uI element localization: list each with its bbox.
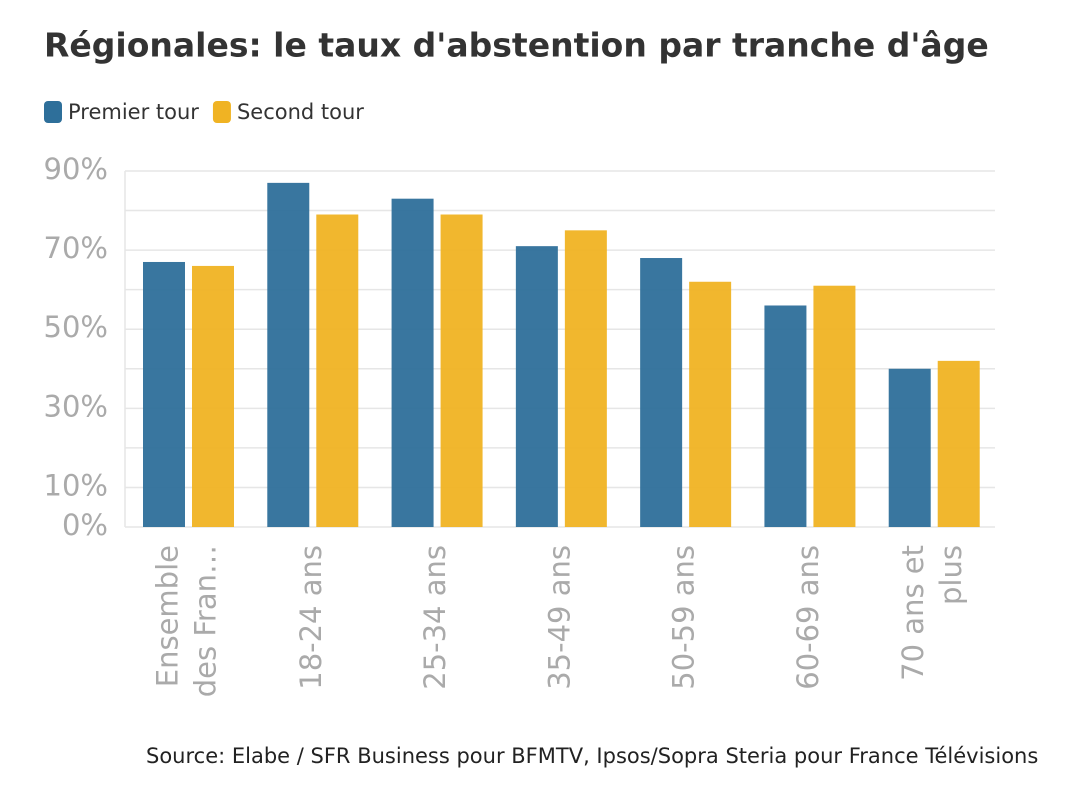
x-tick-label: 60-69 ans <box>791 545 825 690</box>
x-tick-label: 70 ans et <box>896 545 930 681</box>
bar <box>764 305 807 527</box>
x-tick-label: 35-49 ans <box>542 545 576 690</box>
bar <box>192 265 234 527</box>
legend-swatch <box>44 101 62 123</box>
source: Source: Elabe / SFR Business pour BFMTV,… <box>146 744 1038 768</box>
y-tick-label: 0% <box>62 508 108 542</box>
x-tick-label: 18-24 ans <box>294 545 328 690</box>
bar <box>391 198 434 527</box>
bar <box>316 214 359 527</box>
bar <box>143 261 185 527</box>
legend-swatch <box>212 101 231 123</box>
y-tick-label: 70% <box>44 231 108 265</box>
bar <box>640 258 683 527</box>
x-tick-label: plus <box>934 545 968 605</box>
y-tick-label: 50% <box>44 310 108 344</box>
bar <box>440 214 483 527</box>
x-tick-label: Ensemble <box>151 545 185 687</box>
y-tick-label: 90% <box>44 152 108 186</box>
bar <box>689 281 732 527</box>
y-tick-label: 10% <box>44 468 108 502</box>
bar <box>267 182 310 527</box>
legend-label: Second tour <box>237 100 364 124</box>
bar <box>564 230 607 528</box>
y-tick-label: 30% <box>44 389 108 423</box>
bar <box>813 285 856 527</box>
x-tick-label: 50-59 ans <box>667 545 701 690</box>
chart-title: Régionales: le taux d'abstention par tra… <box>44 26 989 65</box>
bar <box>888 368 931 527</box>
x-tick-label: des Fran… <box>189 545 223 697</box>
bar <box>937 360 980 527</box>
bar <box>515 246 558 527</box>
x-tick-label: 25-34 ans <box>418 545 452 690</box>
legend-label: Premier tour <box>68 100 199 124</box>
